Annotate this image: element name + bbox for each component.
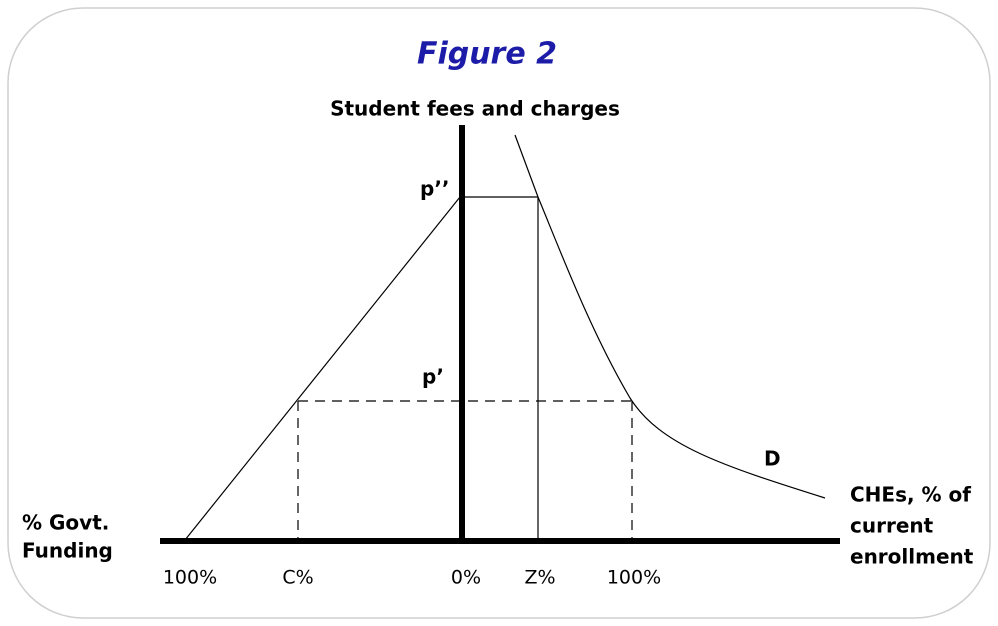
left-axis-label: Funding (22, 539, 113, 563)
x-label: 100% (607, 567, 661, 589)
lines (160, 125, 840, 544)
x-label: 100% (163, 567, 217, 589)
left-axis-label: % Govt. (22, 511, 109, 535)
frame (7, 7, 991, 619)
demand-curve (514, 134, 826, 499)
y-axis-label: Student fees and charges (330, 97, 620, 121)
supply-line (184, 196, 461, 541)
x-label: 0% (451, 567, 481, 589)
price-label: p’’ (420, 177, 450, 201)
price-label: p’ (422, 365, 444, 389)
x-label: C% (282, 567, 313, 589)
right-axis-label: CHEs, % of (850, 483, 971, 507)
curve-label: D (764, 447, 781, 471)
right-axis-label: enrollment (850, 545, 974, 569)
x-label: Z% (524, 567, 555, 589)
right-axis-label: current (850, 514, 934, 538)
title: Figure 2 (417, 37, 557, 72)
